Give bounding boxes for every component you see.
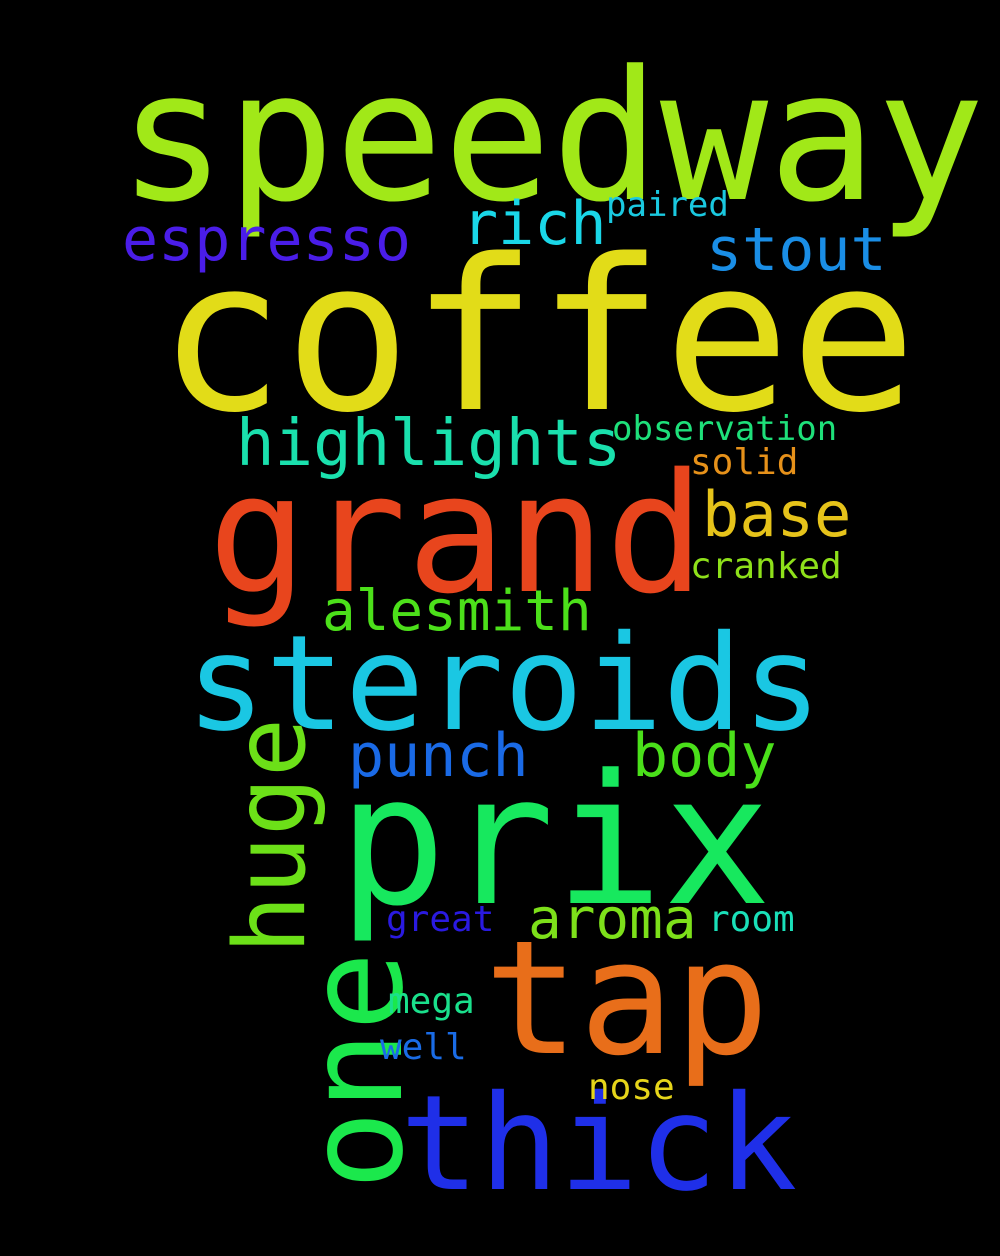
word-paired: paired <box>606 185 729 225</box>
word-thick: thick <box>400 1067 798 1221</box>
word-observation: observation <box>612 409 838 449</box>
word-nose: nose <box>588 1067 675 1108</box>
word-espresso: espresso <box>122 205 411 275</box>
word-steroids: steroids <box>186 607 822 761</box>
word-grand: grand <box>208 438 705 630</box>
word-body: body <box>632 721 777 791</box>
word-speedway: speedway <box>118 33 985 242</box>
word-coffee: coffee <box>158 214 917 459</box>
word-highlights: highlights <box>236 407 622 481</box>
word-solid: solid <box>690 442 799 483</box>
word-great: great <box>386 899 495 940</box>
word-stout: stout <box>706 215 887 285</box>
word-well: well <box>380 1027 467 1068</box>
word-huge: huge <box>214 717 328 954</box>
word-cranked: cranked <box>690 546 842 587</box>
word-alesmith: alesmith <box>322 579 592 644</box>
word-mega: mega <box>388 981 475 1022</box>
word-rich: rich <box>462 189 607 259</box>
word-room: room <box>708 899 795 940</box>
word-punch: punch <box>348 721 529 791</box>
word-aroma: aroma <box>528 887 697 952</box>
word-tap: tap <box>484 907 770 1091</box>
word-base: base <box>702 478 852 551</box>
word-prix: prix <box>338 737 772 946</box>
